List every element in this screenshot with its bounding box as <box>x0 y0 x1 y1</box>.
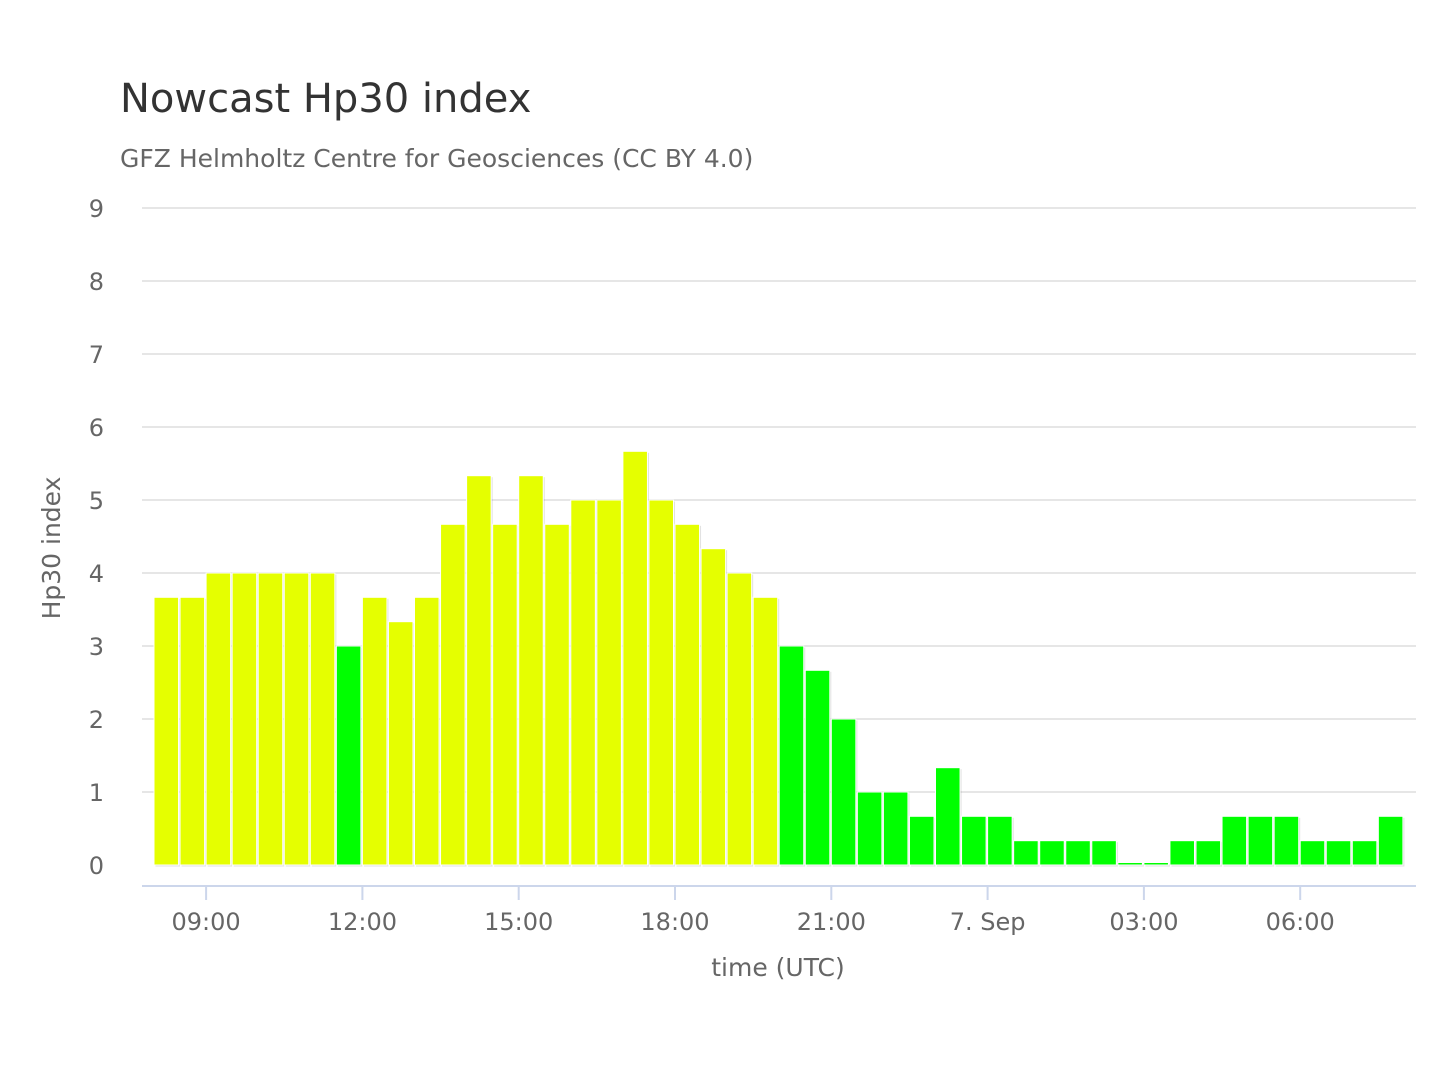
y-tick-label: 9 <box>89 195 104 223</box>
bar <box>179 596 206 866</box>
y-tick-label: 6 <box>89 414 104 442</box>
bar <box>309 572 336 866</box>
bar <box>1299 840 1326 866</box>
bar <box>908 815 935 866</box>
x-tick-label: 15:00 <box>484 908 553 936</box>
bar <box>804 669 831 866</box>
x-axis-ticks: 09:00 12:00 15:00 18:00 21:00 7. Sep 03:00 06:0… <box>172 886 1335 936</box>
bar <box>387 621 414 866</box>
bar <box>1247 815 1274 866</box>
bar <box>1117 862 1143 866</box>
bar <box>961 815 987 866</box>
bar <box>283 572 310 866</box>
x-tick-label: 7. Sep <box>950 908 1026 936</box>
y-tick-label: 7 <box>89 341 104 369</box>
bar <box>361 596 388 866</box>
bar <box>231 572 258 866</box>
bar <box>1377 815 1404 866</box>
y-tick-label: 0 <box>89 852 104 880</box>
y-tick-label: 8 <box>89 268 104 296</box>
bar <box>153 596 180 866</box>
bar <box>1195 840 1222 866</box>
bar <box>466 475 492 866</box>
bar <box>674 523 701 866</box>
bar <box>752 596 779 866</box>
bar <box>1143 862 1169 866</box>
bar <box>440 523 466 866</box>
bar <box>622 450 648 866</box>
bar <box>882 791 909 866</box>
bars <box>153 450 1405 867</box>
bar <box>414 596 440 866</box>
y-tick-label: 2 <box>89 706 104 734</box>
x-tick-label: 21:00 <box>797 908 866 936</box>
bar <box>856 791 883 866</box>
chart-title: Nowcast Hp30 index <box>120 76 532 122</box>
y-tick-label: 4 <box>89 560 104 588</box>
bar <box>335 645 362 866</box>
bar <box>518 475 544 866</box>
bar <box>544 523 570 866</box>
bar <box>570 499 596 866</box>
bar <box>492 523 518 866</box>
bar <box>830 718 857 866</box>
chart-subtitle: GFZ Helmholtz Centre for Geosciences (CC… <box>120 144 754 173</box>
bar <box>1065 840 1091 866</box>
x-tick-label: 03:00 <box>1109 908 1178 936</box>
x-tick-label: 18:00 <box>640 908 709 936</box>
bar <box>1169 840 1195 866</box>
bar <box>1091 840 1117 866</box>
bar <box>1039 840 1065 866</box>
y-axis-label: Hp30 index <box>37 477 66 620</box>
bar <box>1325 840 1352 866</box>
x-axis-label: time (UTC) <box>711 953 845 982</box>
bar <box>205 572 232 866</box>
bar <box>1351 840 1378 866</box>
bar <box>700 548 727 866</box>
y-axis-ticks: 0 1 2 3 4 5 6 7 8 9 <box>89 195 104 880</box>
bar <box>1221 815 1248 866</box>
y-tick-label: 1 <box>89 779 104 807</box>
bar <box>1273 815 1300 866</box>
y-tick-label: 5 <box>89 487 104 515</box>
bar <box>778 645 805 866</box>
bar <box>648 499 675 866</box>
bar <box>935 767 961 866</box>
bar <box>257 572 284 866</box>
y-tick-label: 3 <box>89 633 104 661</box>
x-tick-label: 06:00 <box>1266 908 1335 936</box>
bar <box>726 572 753 866</box>
bar <box>596 499 622 866</box>
x-tick-label: 12:00 <box>328 908 397 936</box>
x-tick-label: 09:00 <box>172 908 241 936</box>
bar <box>1013 840 1039 866</box>
bar <box>987 815 1013 866</box>
